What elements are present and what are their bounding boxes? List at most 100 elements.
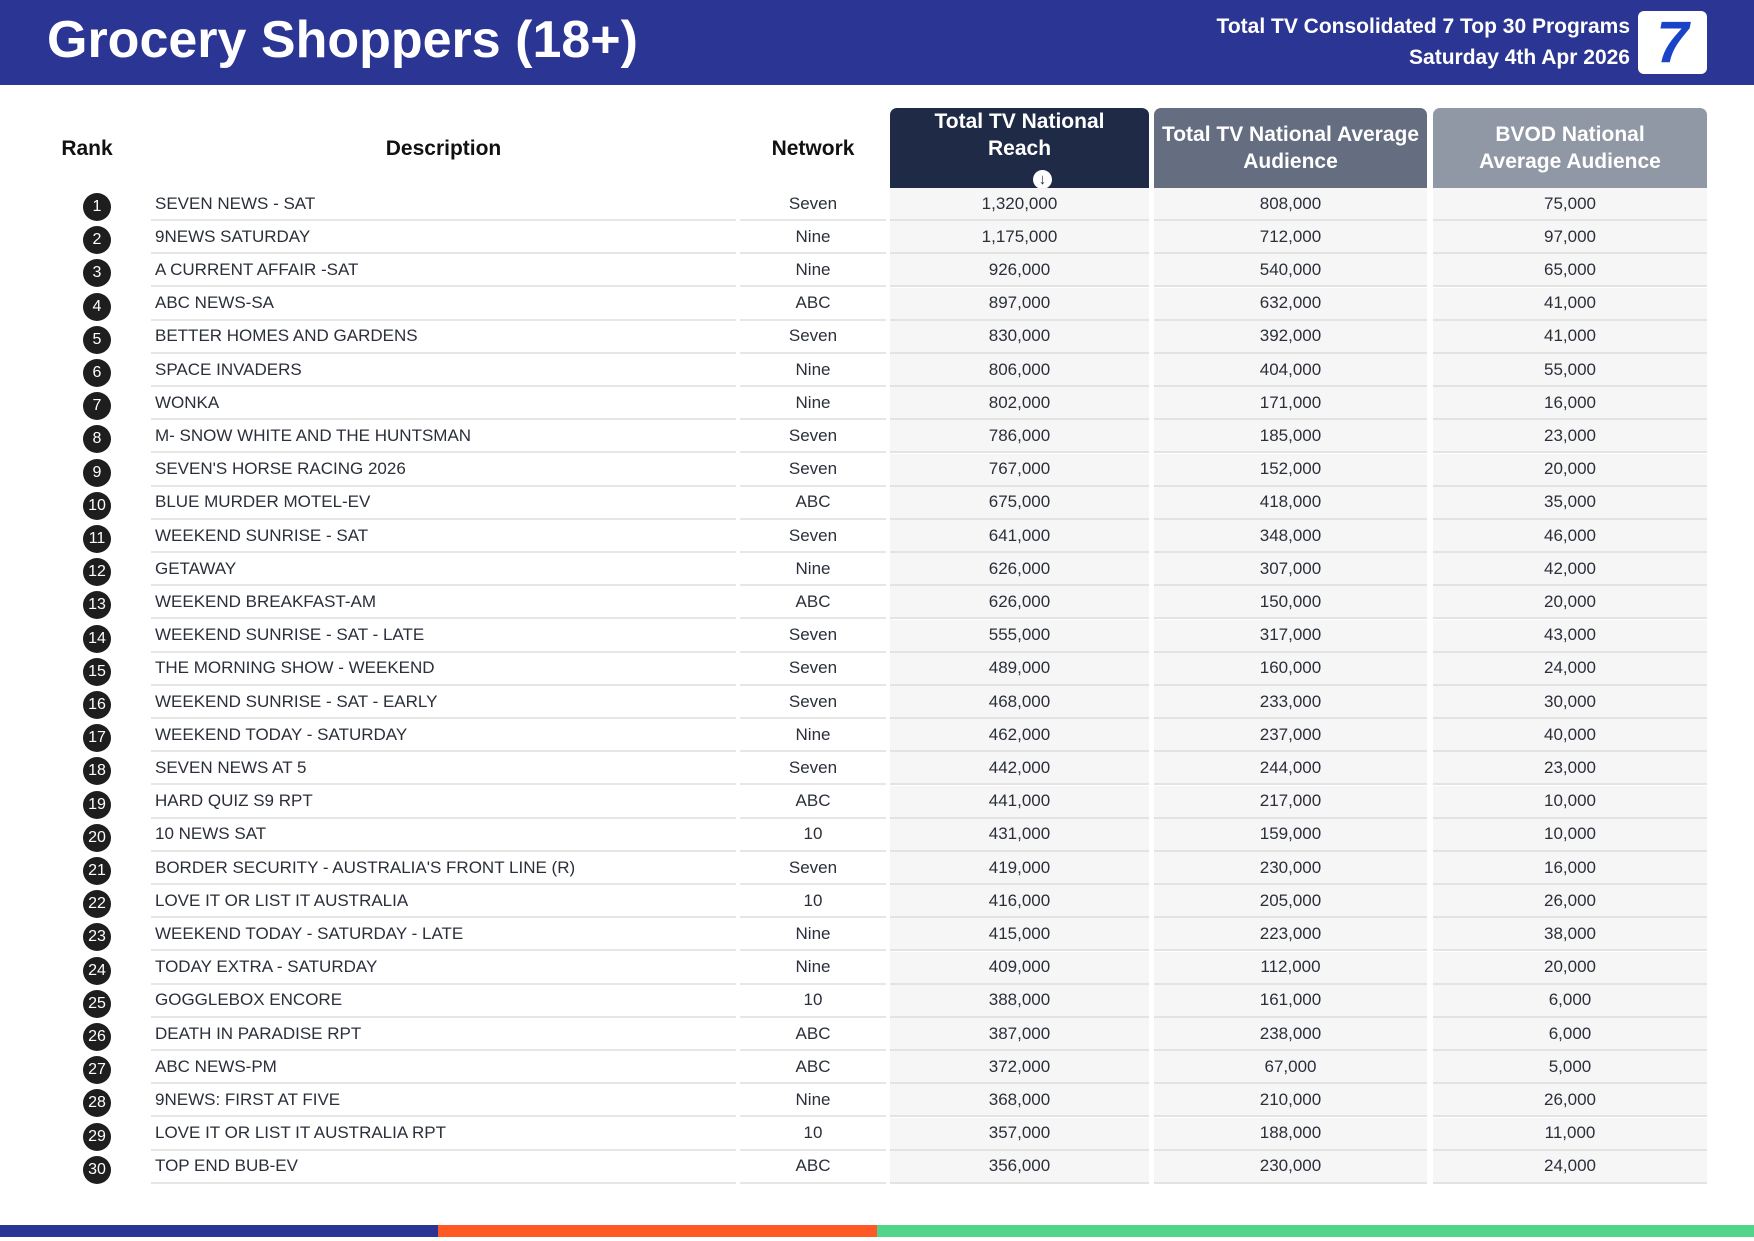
rank-badge: 9 [83, 458, 111, 487]
footer-bar-green [877, 1225, 1754, 1237]
reach-value: 786,000 [890, 420, 1149, 454]
average-audience-value: 237,000 [1154, 719, 1427, 753]
program-description: BORDER SECURITY - AUSTRALIA'S FRONT LINE… [151, 852, 736, 885]
program-description: GETAWAY [151, 553, 736, 587]
bvod-value: 97,000 [1433, 221, 1707, 255]
table-row: 20 10 NEWS SAT 10 431,000 159,000 10,000 [0, 818, 1754, 852]
bvod-value: 10,000 [1433, 785, 1707, 819]
average-audience-value: 185,000 [1154, 420, 1427, 454]
bvod-value: 23,000 [1433, 420, 1707, 454]
table-row: 30 TOP END BUB-EV ABC 356,000 230,000 24,000 [0, 1150, 1754, 1184]
table-row: 28 9NEWS: FIRST AT FIVE Nine 368,000 210,000… [0, 1084, 1754, 1118]
network-name: Nine [740, 952, 886, 985]
column-header-reach[interactable]: Total TV National Reach ↓ [890, 108, 1149, 189]
program-description: WEEKEND TODAY - SATURDAY - LATE [151, 918, 736, 952]
rank-badge: 20 [83, 823, 111, 852]
rank-badge: 26 [83, 1023, 111, 1051]
column-header-bvod[interactable]: BVOD National Average Audience [1433, 108, 1707, 188]
table-row: 1 SEVEN NEWS - SAT Seven 1,320,000 808,000 75… [0, 188, 1754, 221]
table-row: 8 M- SNOW WHITE AND THE HUNTSMAN Seven 786,… [0, 420, 1754, 454]
average-audience-value: 307,000 [1154, 553, 1427, 587]
column-header-average-audience[interactable]: Total TV National Average Audience [1154, 108, 1427, 188]
rank-badge: 12 [83, 558, 111, 587]
reach-value: 431,000 [890, 818, 1149, 852]
average-audience-value: 152,000 [1154, 453, 1427, 487]
bvod-value: 5,000 [1433, 1051, 1707, 1085]
network-name: Seven [740, 752, 886, 786]
bvod-value: 26,000 [1433, 1084, 1707, 1118]
program-description: WEEKEND BREAKFAST-AM [151, 586, 736, 620]
program-description: WONKA [151, 387, 736, 421]
seven-logo: 7 [1638, 10, 1707, 75]
rank-badge: 15 [83, 657, 111, 686]
program-description: SEVEN NEWS AT 5 [151, 752, 736, 786]
bvod-value: 38,000 [1433, 918, 1707, 952]
rank-badge: 19 [83, 790, 111, 819]
bvod-value: 40,000 [1433, 719, 1707, 753]
program-description: 10 NEWS SAT [151, 819, 736, 852]
average-audience-value: 348,000 [1154, 520, 1427, 553]
network-name: Nine [740, 254, 886, 288]
table-row: 19 HARD QUIZ S9 RPT ABC 441,000 217,000 10,00… [0, 785, 1754, 819]
table-row: 22 LOVE IT OR LIST IT AUSTRALIA 10 416,000 2… [0, 885, 1754, 919]
rank-badge: 16 [83, 691, 111, 719]
rank-badge: 1 [83, 193, 111, 221]
rank-badge: 30 [83, 1155, 111, 1184]
network-name: Nine [740, 354, 886, 387]
network-name: ABC [740, 1051, 886, 1085]
average-audience-value: 404,000 [1154, 354, 1427, 387]
bvod-value: 75,000 [1433, 188, 1707, 221]
table-row: 13 WEEKEND BREAKFAST-AM ABC 626,000 150,000 2… [0, 586, 1754, 620]
table-row: 14 WEEKEND SUNRISE - SAT - LATE Seven 555,0… [0, 619, 1754, 653]
table-row: 27 ABC NEWS-PM ABC 372,000 67,000 5,000 [0, 1051, 1754, 1085]
bvod-value: 20,000 [1433, 951, 1707, 985]
bvod-value: 6,000 [1433, 1018, 1707, 1051]
reach-value: 415,000 [890, 918, 1149, 952]
rank-badge: 18 [83, 757, 111, 786]
average-audience-value: 230,000 [1154, 852, 1427, 885]
bvod-value: 24,000 [1433, 652, 1707, 686]
program-description: WEEKEND SUNRISE - SAT - LATE [151, 620, 736, 653]
program-description: SEVEN NEWS - SAT [151, 188, 736, 221]
rank-badge: 25 [83, 989, 111, 1018]
table-row: 23 WEEKEND TODAY - SATURDAY - LATE Nine 415… [0, 918, 1754, 952]
reach-value: 387,000 [890, 1018, 1149, 1051]
footer-bar-blue [0, 1225, 438, 1237]
network-name: Seven [740, 188, 886, 221]
reach-value: 1,175,000 [890, 221, 1149, 255]
rank-badge: 21 [83, 857, 111, 885]
table-row: 2 9NEWS SATURDAY Nine 1,175,000 712,000 97,00… [0, 221, 1754, 255]
network-name: ABC [740, 1151, 886, 1184]
average-audience-value: 244,000 [1154, 752, 1427, 786]
column-header-network: Network [771, 137, 855, 160]
bvod-value: 10,000 [1433, 818, 1707, 852]
program-description: ABC NEWS-SA [151, 288, 736, 321]
program-description: BLUE MURDER MOTEL-EV [151, 487, 736, 520]
reach-value: 416,000 [890, 885, 1149, 919]
reach-value: 489,000 [890, 652, 1149, 686]
bvod-value: 42,000 [1433, 553, 1707, 587]
rank-badge: 24 [83, 956, 111, 985]
rank-badge: 3 [83, 259, 111, 288]
reach-value: 897,000 [890, 287, 1149, 321]
network-name: Seven [740, 520, 886, 553]
network-name: Nine [740, 387, 886, 421]
network-name: 10 [740, 819, 886, 852]
network-name: Seven [740, 686, 886, 719]
rank-badge: 17 [83, 724, 111, 753]
table-row: 29 LOVE IT OR LIST IT AUSTRALIA RPT 10 357,… [0, 1117, 1754, 1151]
bvod-value: 46,000 [1433, 520, 1707, 553]
reach-value: 357,000 [890, 1117, 1149, 1151]
average-audience-value: 67,000 [1154, 1051, 1427, 1085]
reach-value: 441,000 [890, 785, 1149, 819]
report-subtitle: Total TV Consolidated 7 Top 30 Programs [1216, 15, 1630, 38]
program-description: WEEKEND TODAY - SATURDAY [151, 719, 736, 753]
rank-badge: 23 [83, 923, 111, 952]
average-audience-value: 223,000 [1154, 918, 1427, 952]
bvod-value: 16,000 [1433, 852, 1707, 885]
rank-badge: 11 [83, 525, 111, 553]
rank-badge: 27 [83, 1056, 111, 1085]
program-description: 9NEWS SATURDAY [151, 221, 736, 255]
average-audience-value: 712,000 [1154, 221, 1427, 255]
rank-badge: 29 [83, 1122, 111, 1151]
